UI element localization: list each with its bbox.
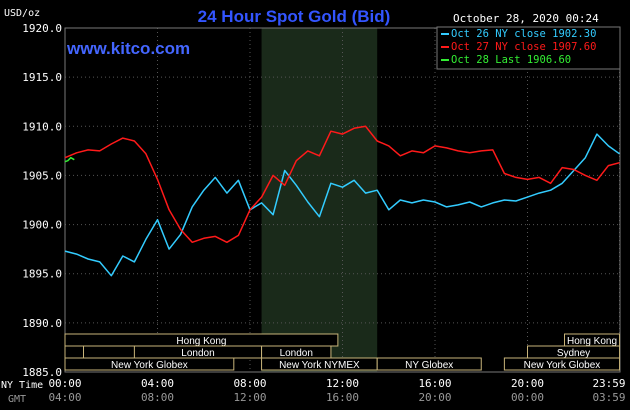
x-tick-label-gmt: 03:59 — [592, 391, 625, 404]
y-tick-label: 1885.0 — [22, 366, 62, 379]
x-tick-label-gmt: 20:00 — [418, 391, 451, 404]
series-line — [64, 125, 620, 244]
x-tick-label-ny: 20:00 — [511, 377, 544, 390]
session-label: London — [280, 348, 313, 359]
x-tick-label-gmt: 00:00 — [511, 391, 544, 404]
session-label: New York NYMEX — [279, 360, 360, 371]
price-series — [64, 125, 620, 277]
session-label: New York Globex — [111, 360, 188, 371]
session-bar — [503, 357, 621, 371]
session-label: Hong Kong — [567, 336, 617, 347]
x-tick-label-ny: 04:00 — [141, 377, 174, 390]
legend-box — [436, 26, 621, 70]
x-tick-label-gmt: 12:00 — [233, 391, 266, 404]
legend-entry: Oct 26 NY close 1902.30 — [451, 28, 596, 40]
x-tick-labels: 00:0004:0004:0008:0008:0012:0012:0016:00… — [48, 377, 625, 404]
y-tick-label: 1905.0 — [22, 169, 62, 182]
y-tick-label: 1900.0 — [22, 219, 62, 232]
x-tick-label-gmt: 08:00 — [141, 391, 174, 404]
session-bar — [64, 357, 235, 371]
session-bar — [64, 345, 84, 359]
nymex-session-highlight — [261, 28, 378, 372]
series-line — [64, 156, 75, 163]
session-bar — [376, 357, 482, 371]
x-tick-label-gmt: 16:00 — [326, 391, 359, 404]
y-tick-label: 1910.0 — [22, 120, 62, 133]
session-label: London — [181, 348, 214, 359]
series-line — [64, 133, 620, 277]
y-tick-label: 1915.0 — [22, 71, 62, 84]
ny-time-label: NY Time — [1, 380, 43, 391]
session-label: Sydney — [557, 348, 590, 359]
x-tick-label-ny: 23:59 — [592, 377, 625, 390]
legend-entry: Oct 28 Last 1906.60 — [451, 54, 571, 66]
x-tick-label-ny: 12:00 — [326, 377, 359, 390]
x-tick-label-ny: 08:00 — [233, 377, 266, 390]
watermark-url: www.kitco.com — [66, 39, 190, 58]
x-tick-label-ny: 16:00 — [418, 377, 451, 390]
y-tick-label: 1895.0 — [22, 268, 62, 281]
y-tick-label: 1920.0 — [22, 22, 62, 35]
chart-timestamp: October 28, 2020 00:24 — [453, 12, 599, 25]
session-label: Hong Kong — [176, 336, 226, 347]
x-tick-label-gmt: 04:00 — [48, 391, 81, 404]
session-label: New York Globex — [524, 360, 601, 371]
chart-title: 24 Hour Spot Gold (Bid) — [198, 7, 391, 26]
plot-frame — [64, 27, 621, 373]
y-axis-unit-label: USD/oz — [4, 8, 40, 19]
y-tick-labels: 1920.0 1915.0 1910.0 1905.0 1900.0 1895.0 1890… — [22, 22, 62, 379]
session-label: NY Globex — [405, 360, 453, 371]
x-tick-label-ny: 00:00 — [48, 377, 81, 390]
y-tick-label: 1890.0 — [22, 317, 62, 330]
legend-entry: Oct 27 NY close 1907.60 — [451, 41, 596, 53]
gmt-label: GMT — [8, 394, 26, 405]
